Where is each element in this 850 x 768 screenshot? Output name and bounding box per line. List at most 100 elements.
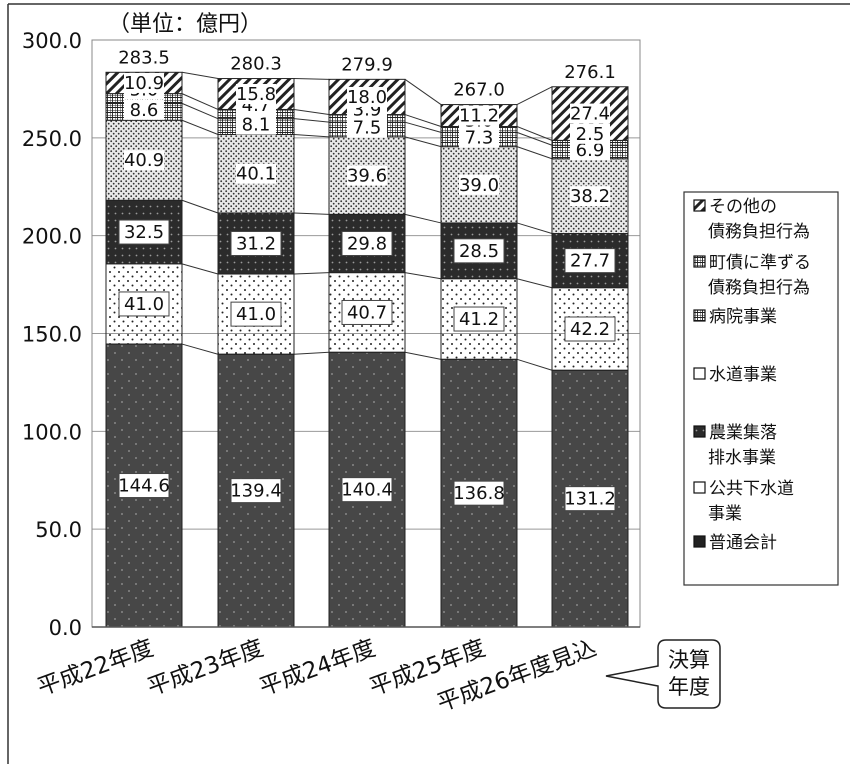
value-label-rural: 29.8 — [347, 233, 387, 254]
legend-swatch-water — [693, 367, 706, 380]
value-label-backdrop — [459, 174, 499, 195]
value-label-backdrop — [236, 163, 276, 184]
series-connector-line — [516, 278, 553, 289]
value-label-other: 27.4 — [570, 104, 610, 125]
value-label-box — [341, 230, 393, 256]
value-label-water: 39.0 — [459, 175, 499, 196]
value-label-general: 144.6 — [118, 476, 170, 497]
legend-label-hospital: 病院事業 — [709, 307, 777, 327]
value-label-backdrop — [124, 99, 164, 120]
value-label-sewer: 40.7 — [347, 302, 387, 323]
value-label-general: 139.4 — [230, 481, 282, 502]
y-tick-label: 300.0 — [22, 29, 82, 53]
y-tick-label: 100.0 — [22, 420, 82, 444]
value-label-general: 140.4 — [341, 480, 393, 501]
series-connector-line — [293, 78, 330, 80]
series-connector-line — [516, 222, 553, 234]
x-tick-label: 平成23年度 — [144, 635, 267, 701]
value-label-water: 39.6 — [347, 166, 387, 187]
value-label-sewer: 41.0 — [124, 294, 164, 315]
value-label-backdrop — [570, 186, 610, 207]
value-label-box — [118, 219, 170, 245]
value-label-general: 136.8 — [453, 483, 505, 504]
callout-bubble — [605, 639, 721, 709]
series-connector-line — [516, 131, 553, 146]
legend-label-other: その他の — [709, 197, 777, 217]
legend-swatch-rural — [693, 425, 706, 438]
value-label-hospital: 8.6 — [130, 100, 159, 121]
series-connector-line — [293, 351, 330, 355]
value-label-backdrop — [459, 127, 499, 148]
value-label-box — [453, 306, 505, 332]
y-tick-label: 50.0 — [35, 518, 82, 542]
total-label: 267.0 — [453, 80, 505, 101]
value-label-water: 40.9 — [124, 150, 164, 171]
total-label: 279.9 — [341, 54, 393, 75]
legend-swatch-general — [693, 535, 706, 548]
legend-label-other: 債務負担行為 — [708, 222, 810, 242]
unit-label: （単位：億円） — [108, 12, 262, 37]
legend-swatch-hospital — [693, 309, 706, 322]
value-label-box — [118, 473, 170, 499]
value-label-backdrop — [236, 114, 276, 135]
value-label-other: 18.0 — [347, 87, 387, 108]
callout-text: 決算 — [668, 648, 710, 672]
total-label: 280.3 — [230, 54, 282, 75]
value-label-backdrop — [570, 140, 610, 161]
legend-swatch-other — [693, 199, 706, 212]
value-label-box — [118, 291, 170, 317]
legend-swatch-quasi — [693, 255, 706, 268]
value-label-backdrop — [124, 150, 164, 171]
legend-label-sewer: 事業 — [708, 504, 742, 524]
series-connector-line — [181, 263, 219, 275]
value-label-other: 15.8 — [236, 84, 276, 105]
value-label-sewer: 41.2 — [459, 309, 499, 330]
value-label-other: 11.2 — [459, 106, 499, 127]
total-label: 276.1 — [564, 62, 616, 83]
legend-label-quasi: 町債に準ずる — [709, 253, 811, 273]
value-label-box — [341, 299, 393, 325]
value-label-sewer: 42.2 — [570, 319, 610, 340]
value-label-box — [564, 486, 616, 512]
x-tick-label: 平成24年度 — [256, 635, 379, 701]
value-label-backdrop — [236, 84, 276, 105]
value-label-other: 10.9 — [124, 73, 164, 94]
series-connector-line — [404, 136, 442, 148]
value-label-box — [230, 230, 282, 256]
value-label-backdrop — [347, 86, 387, 107]
value-label-box — [230, 301, 282, 327]
series-connector-line — [293, 272, 330, 275]
series-connector-line — [181, 343, 219, 355]
value-label-box — [453, 480, 505, 506]
x-tick-label: 平成22年度 — [34, 635, 157, 701]
y-tick-label: 200.0 — [22, 225, 82, 249]
value-label-quasi: 2.5 — [576, 124, 605, 145]
legend-label-sewer: 公共下水道 — [709, 479, 794, 499]
series-connector-line — [404, 121, 442, 133]
value-label-box — [341, 477, 393, 503]
value-label-rural: 31.2 — [236, 233, 276, 254]
value-label-water: 40.1 — [236, 164, 276, 185]
value-label-box — [230, 478, 282, 504]
value-label-rural: 28.5 — [459, 241, 499, 262]
value-label-sewer: 41.0 — [236, 304, 276, 325]
value-label-backdrop — [347, 165, 387, 186]
y-tick-label: 250.0 — [22, 127, 82, 151]
series-connector-line — [404, 213, 442, 224]
series-connector-line — [404, 272, 442, 280]
y-tick-label: 150.0 — [22, 323, 82, 347]
value-label-general: 131.2 — [564, 489, 616, 510]
series-connector-line — [293, 212, 330, 215]
value-label-box — [453, 238, 505, 264]
series-connector-line — [293, 118, 330, 123]
value-label-backdrop — [459, 105, 499, 126]
value-label-hospital: 7.5 — [353, 118, 382, 139]
value-label-backdrop — [570, 103, 610, 124]
legend-swatch-sewer — [693, 481, 706, 494]
callout-text: 年度 — [668, 675, 710, 699]
legend-label-general: 普通会計 — [709, 533, 777, 553]
total-label: 283.5 — [118, 47, 170, 68]
series-connector-line — [293, 134, 330, 138]
